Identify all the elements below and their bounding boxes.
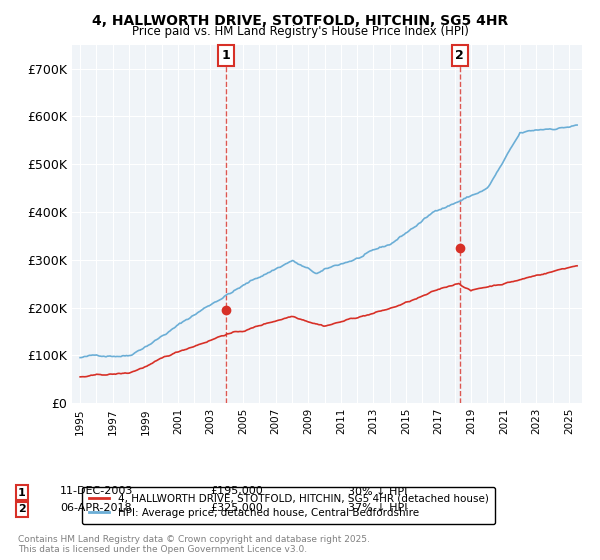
Text: 2: 2 <box>18 505 26 515</box>
Text: 30% ↓ HPI: 30% ↓ HPI <box>348 487 407 497</box>
Text: 11-DEC-2003: 11-DEC-2003 <box>60 487 133 497</box>
Legend: 4, HALLWORTH DRIVE, STOTFOLD, HITCHIN, SG5 4HR (detached house), HPI: Average pr: 4, HALLWORTH DRIVE, STOTFOLD, HITCHIN, S… <box>82 487 495 524</box>
Text: £325,000: £325,000 <box>210 503 263 514</box>
Text: £195,000: £195,000 <box>210 487 263 497</box>
Text: 4, HALLWORTH DRIVE, STOTFOLD, HITCHIN, SG5 4HR: 4, HALLWORTH DRIVE, STOTFOLD, HITCHIN, S… <box>92 14 508 28</box>
Text: 2: 2 <box>455 49 464 62</box>
Text: 37% ↓ HPI: 37% ↓ HPI <box>348 503 407 514</box>
Text: Contains HM Land Registry data © Crown copyright and database right 2025.
This d: Contains HM Land Registry data © Crown c… <box>18 535 370 554</box>
Text: 06-APR-2018: 06-APR-2018 <box>60 503 131 514</box>
Text: 1: 1 <box>222 49 230 62</box>
Text: Price paid vs. HM Land Registry's House Price Index (HPI): Price paid vs. HM Land Registry's House … <box>131 25 469 38</box>
Text: 1: 1 <box>18 488 26 498</box>
